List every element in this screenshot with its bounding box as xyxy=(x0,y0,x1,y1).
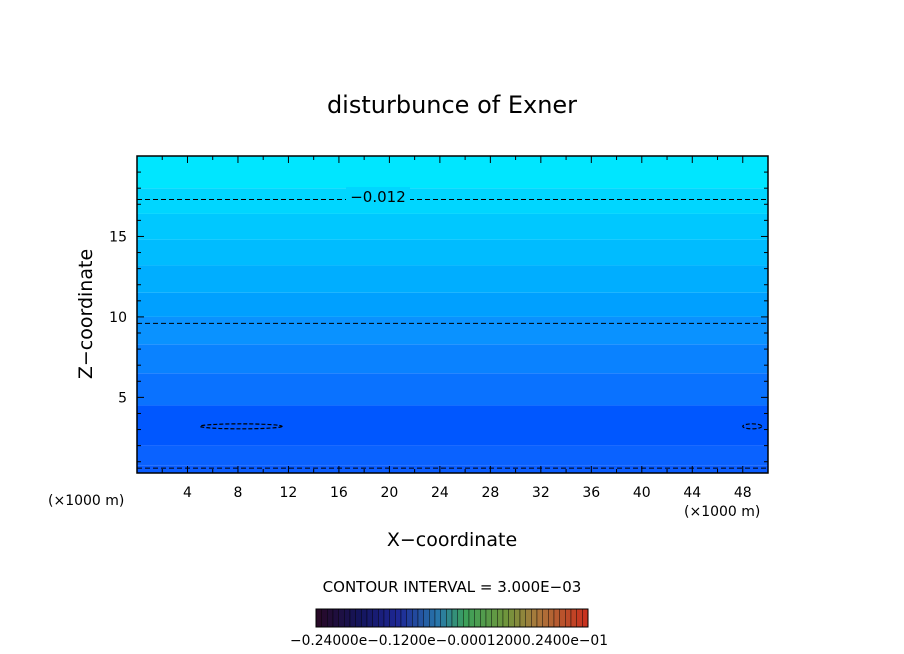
colorbar-segment-25 xyxy=(457,608,464,628)
band-5 xyxy=(137,316,768,345)
colorbar-segment-39 xyxy=(536,608,543,628)
band-6 xyxy=(137,292,768,317)
y-axis-ticks: 5 10 15 xyxy=(109,171,768,463)
band-1 xyxy=(137,445,768,466)
colorbar-segment-10 xyxy=(372,608,379,628)
colorbar-segment-47 xyxy=(582,608,589,628)
colorbar-segment-24 xyxy=(451,608,458,628)
colorbar-segment-9 xyxy=(366,608,373,628)
colorbar-segment-16 xyxy=(406,608,413,628)
colorbar-segment-5 xyxy=(344,608,351,628)
x-tick-label-12: 12 xyxy=(280,485,298,501)
x-tick-label-32: 32 xyxy=(532,485,550,501)
colorbar-segment-11 xyxy=(378,608,385,628)
colorbar-frame xyxy=(315,608,589,628)
colorbar-segment-4 xyxy=(338,608,345,628)
x-tick-label-40: 40 xyxy=(633,485,651,501)
colorbar-segment-0 xyxy=(315,608,322,628)
colorbar-segment-37 xyxy=(525,608,532,628)
band-7 xyxy=(137,265,768,293)
contour-fill-bands xyxy=(137,156,768,473)
x-axis-label: X−coordinate xyxy=(387,529,517,551)
colorbar-labels: −0.24000e−0.1200e−0.00012000.2400e−01 xyxy=(290,633,608,649)
colorbar-segment-40 xyxy=(542,608,549,628)
band-4 xyxy=(137,344,768,374)
x-tick-label-44: 44 xyxy=(683,485,701,501)
colorbar-segment-27 xyxy=(468,608,475,628)
contour-lines xyxy=(137,198,768,469)
colorbar-segment-19 xyxy=(423,608,430,628)
x-tick-label-48: 48 xyxy=(734,485,752,501)
colorbar-segment-33 xyxy=(502,608,509,628)
contour-label-background xyxy=(346,187,410,205)
closed-contour-0 xyxy=(199,423,283,430)
colorbar-segment-6 xyxy=(349,608,356,628)
colorbar-segment-36 xyxy=(519,608,526,628)
x-tick-label-24: 24 xyxy=(431,485,449,501)
colorbar-segment-31 xyxy=(491,608,498,628)
band-0 xyxy=(137,465,768,473)
x-unit-left: (×1000 m) xyxy=(48,493,124,509)
band-11 xyxy=(137,156,768,189)
colorbar-segment-22 xyxy=(440,608,447,628)
colorbar-segment-1 xyxy=(321,608,328,628)
colorbar-segment-23 xyxy=(446,608,453,628)
colorbar-segment-42 xyxy=(553,608,560,628)
colorbar-segment-2 xyxy=(327,608,334,628)
colorbar-segment-21 xyxy=(434,608,441,628)
colorbar-segment-44 xyxy=(565,608,572,628)
colorbar-segment-8 xyxy=(361,608,368,628)
colorbar-segment-30 xyxy=(485,608,492,628)
x-tick-label-4: 4 xyxy=(183,485,192,501)
colorbar-segment-7 xyxy=(355,608,362,628)
colorbar-segment-38 xyxy=(531,608,538,628)
colorbar-segment-43 xyxy=(559,608,566,628)
band-2 xyxy=(137,405,768,446)
y-tick-label-5: 5 xyxy=(118,390,127,406)
chart-title: disturbunce of Exner xyxy=(327,91,577,119)
colorbar-segment-28 xyxy=(474,608,481,628)
colorbar-segment-46 xyxy=(576,608,583,628)
colorbar-segment-41 xyxy=(548,608,555,628)
band-3 xyxy=(137,373,768,406)
x-axis-ticks: 4 8 12 16 20 24 28 32 36 40 44 48 xyxy=(161,156,752,501)
x-tick-label-8: 8 xyxy=(233,485,242,501)
colorbar-segment-15 xyxy=(400,608,407,628)
colorbar-segment-35 xyxy=(514,608,521,628)
colorbar-segment-12 xyxy=(383,608,390,628)
colorbar-segment-18 xyxy=(417,608,424,628)
colorbar-segment-13 xyxy=(389,608,396,628)
contour-interval-text: CONTOUR INTERVAL = 3.000E−03 xyxy=(323,578,582,596)
colorbar-segment-32 xyxy=(497,608,504,628)
colorbar-segment-3 xyxy=(332,608,339,628)
colorbar-segment-17 xyxy=(412,608,419,628)
contour-label: −0.012 xyxy=(350,188,406,206)
colorbar-segment-20 xyxy=(429,608,436,628)
colorbar xyxy=(315,608,589,628)
colorbar-segment-34 xyxy=(508,608,515,628)
x-tick-label-28: 28 xyxy=(481,485,499,501)
y-axis-label: Z−coordinate xyxy=(75,249,97,379)
x-tick-label-36: 36 xyxy=(582,485,600,501)
band-10 xyxy=(137,188,768,214)
band-9 xyxy=(137,213,768,240)
plot-frame xyxy=(136,155,769,474)
colorbar-segment-26 xyxy=(463,608,470,628)
closed-contour-1 xyxy=(742,423,763,430)
colorbar-segment-29 xyxy=(480,608,487,628)
colorbar-segment-45 xyxy=(570,608,577,628)
y-tick-label-15: 15 xyxy=(109,229,127,245)
x-tick-label-16: 16 xyxy=(330,485,348,501)
band-8 xyxy=(137,239,768,266)
closed-contours xyxy=(199,423,763,430)
x-unit-right: (×1000 m) xyxy=(684,504,760,520)
colorbar-segment-14 xyxy=(395,608,402,628)
y-tick-label-10: 10 xyxy=(109,310,127,326)
x-tick-label-20: 20 xyxy=(380,485,398,501)
